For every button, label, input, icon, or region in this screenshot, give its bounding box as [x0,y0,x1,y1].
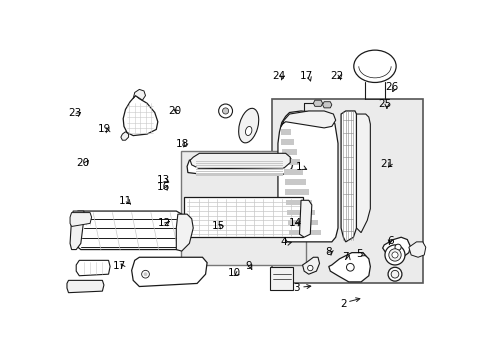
Circle shape [143,272,147,276]
Polygon shape [341,111,356,242]
Circle shape [390,270,398,278]
Polygon shape [284,180,305,185]
Text: 12: 12 [157,218,170,228]
Polygon shape [281,130,290,135]
Polygon shape [299,200,311,237]
Circle shape [346,264,353,271]
Text: 17: 17 [299,71,312,81]
Circle shape [307,265,312,271]
Polygon shape [283,159,300,165]
Text: 7: 7 [342,252,348,262]
Polygon shape [356,114,369,233]
Text: 10: 10 [227,268,240,278]
Polygon shape [70,213,91,226]
Polygon shape [123,95,158,136]
Polygon shape [285,199,311,205]
Circle shape [218,104,232,118]
Bar [270,266,293,289]
Bar [181,151,305,265]
Text: 20: 20 [76,158,89,168]
Polygon shape [67,280,104,293]
Circle shape [387,267,401,281]
Text: 24: 24 [272,71,285,81]
Circle shape [384,245,404,265]
Polygon shape [283,170,303,175]
Text: 17: 17 [113,261,126,270]
Polygon shape [408,242,425,257]
Text: 2: 2 [340,299,346,309]
Polygon shape [281,111,335,128]
Polygon shape [382,237,409,257]
Polygon shape [190,153,290,169]
Circle shape [388,249,400,261]
Polygon shape [131,257,207,287]
Text: 4: 4 [280,237,286,247]
Circle shape [222,108,228,114]
Polygon shape [302,257,319,274]
Ellipse shape [353,50,395,82]
Polygon shape [195,161,282,162]
Bar [183,197,303,237]
Polygon shape [288,230,321,235]
Polygon shape [195,175,282,176]
Polygon shape [121,132,128,140]
Text: 15: 15 [211,221,224,231]
Polygon shape [176,214,193,251]
Polygon shape [76,260,110,276]
Polygon shape [322,102,331,108]
Polygon shape [287,220,318,225]
Text: 3: 3 [293,283,299,293]
Text: 6: 6 [386,235,393,246]
Text: 26: 26 [385,82,398,92]
Polygon shape [133,89,145,100]
Polygon shape [195,167,282,168]
Text: 19: 19 [98,124,111,134]
Polygon shape [277,111,337,242]
Polygon shape [328,253,369,282]
Polygon shape [73,211,187,249]
Text: 20: 20 [168,106,181,116]
Text: 5: 5 [356,249,363,259]
Polygon shape [282,149,297,155]
Text: 23: 23 [68,108,81,118]
Polygon shape [70,211,84,249]
Polygon shape [281,139,294,145]
Text: 16: 16 [156,182,169,192]
Text: 1: 1 [296,162,302,172]
Text: 22: 22 [330,71,343,81]
Text: 21: 21 [380,159,393,169]
Polygon shape [195,169,282,170]
Circle shape [391,252,397,258]
Text: 11: 11 [119,195,132,206]
Polygon shape [195,165,282,166]
Text: 13: 13 [156,175,169,185]
Ellipse shape [238,108,258,143]
Text: 25: 25 [377,99,390,109]
Bar [271,99,422,283]
Text: 14: 14 [288,218,301,228]
Polygon shape [286,210,315,215]
Text: 8: 8 [324,247,331,257]
Polygon shape [187,157,293,174]
Polygon shape [285,189,308,195]
Circle shape [394,244,400,250]
Ellipse shape [245,126,251,135]
Polygon shape [195,163,282,164]
Text: 18: 18 [175,139,188,149]
Polygon shape [195,172,282,174]
Circle shape [142,270,149,278]
Text: 9: 9 [244,261,251,270]
Polygon shape [313,100,322,106]
Polygon shape [195,171,282,172]
